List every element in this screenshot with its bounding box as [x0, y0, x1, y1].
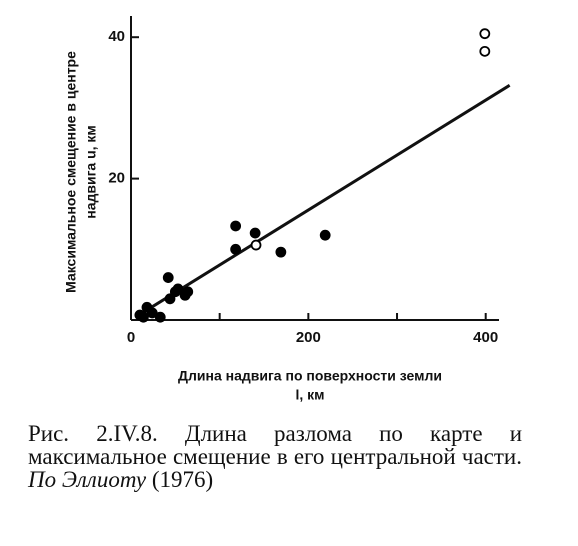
point	[138, 311, 149, 323]
caption: Рис. 2.IV.8. Длина разлома по карте и ма…	[28, 422, 522, 491]
point	[164, 293, 176, 305]
point	[319, 229, 331, 241]
x-tick-label: 0	[127, 329, 135, 346]
point	[154, 311, 166, 323]
point	[146, 307, 158, 319]
point	[230, 220, 242, 232]
x-axis-label: Длина надвига по поверхности земли	[178, 368, 442, 384]
point	[230, 243, 242, 255]
x-tick-label: 200	[296, 329, 321, 346]
point	[250, 239, 262, 251]
y-axis-label: Максимальное смещение в центре	[63, 51, 79, 293]
point	[479, 28, 491, 40]
caption-year: (1976)	[151, 467, 214, 492]
chart: Максимальное смещение в центре надвига u…	[63, 16, 511, 403]
x-tick-label: 400	[473, 329, 498, 346]
point	[162, 272, 174, 283]
point	[275, 246, 287, 258]
y-axis-label: надвига u, км	[83, 125, 99, 219]
x-axis-label: l, км	[295, 387, 324, 403]
fit-line	[134, 84, 511, 319]
point	[479, 45, 491, 57]
point	[249, 227, 261, 239]
point	[182, 286, 194, 298]
caption-source: По Эллиоту	[28, 467, 147, 492]
caption-text: Рис. 2.IV.8. Длина разлома по карте и ма…	[28, 421, 522, 469]
y-tick-label: 40	[108, 28, 125, 45]
point	[172, 283, 184, 295]
y-tick-label: 20	[108, 170, 125, 187]
